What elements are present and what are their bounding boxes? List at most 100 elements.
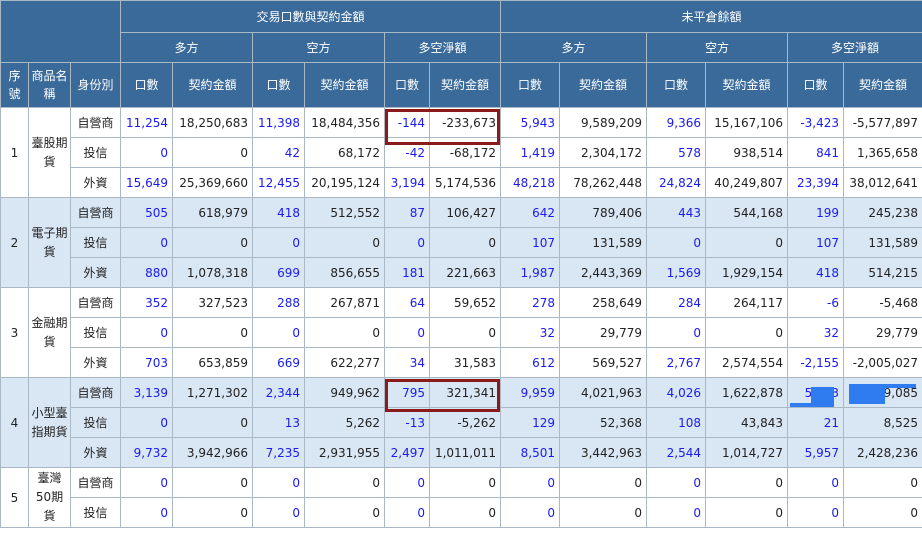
- cell-long-amount: 18,250,683: [172, 107, 253, 138]
- cell-short-contracts[interactable]: 288: [252, 287, 305, 318]
- cell-long-contracts[interactable]: 9,732: [120, 437, 173, 468]
- cell-net-contracts[interactable]: -42: [384, 137, 430, 168]
- cell-net-contracts[interactable]: 0: [384, 497, 430, 528]
- cell-oi-long-contracts[interactable]: 0: [500, 467, 561, 498]
- cell-oi-net-contracts[interactable]: 5,933: [787, 377, 845, 408]
- cell-oi-long-contracts[interactable]: 1,987: [500, 257, 561, 288]
- cell-long-contracts[interactable]: 0: [120, 317, 173, 348]
- cell-oi-short-contracts[interactable]: 0: [646, 467, 707, 498]
- cell-oi-short-contracts[interactable]: 578: [646, 137, 707, 168]
- cell-oi-long-contracts[interactable]: 278: [500, 287, 561, 318]
- cell-long-amount: 327,523: [172, 287, 253, 318]
- cell-oi-net-contracts[interactable]: 21: [787, 407, 845, 438]
- cell-oi-long-contracts[interactable]: 48,218: [500, 167, 561, 198]
- cell-oi-short-contracts[interactable]: 2,767: [646, 347, 707, 378]
- cell-oi-net-contracts[interactable]: 0: [787, 497, 845, 528]
- cell-short-contracts[interactable]: 0: [252, 497, 305, 528]
- cell-net-contracts[interactable]: -13: [384, 407, 430, 438]
- cell-oi-net-contracts[interactable]: 32: [787, 317, 845, 348]
- cell-short-contracts[interactable]: 0: [252, 467, 305, 498]
- cell-long-contracts[interactable]: 703: [120, 347, 173, 378]
- cell-long-contracts[interactable]: 352: [120, 287, 173, 318]
- cell-long-contracts[interactable]: 11,254: [120, 107, 173, 138]
- cell-short-contracts[interactable]: 2,344: [252, 377, 305, 408]
- cell-oi-long-contracts[interactable]: 1,419: [500, 137, 561, 168]
- cell-oi-net-contracts[interactable]: 199: [787, 197, 845, 228]
- cell-net-contracts[interactable]: -144: [384, 107, 430, 138]
- cell-long-contracts[interactable]: 0: [120, 497, 173, 528]
- cell-long-contracts[interactable]: 3,139: [120, 377, 173, 408]
- cell-short-contracts[interactable]: 11,398: [252, 107, 305, 138]
- cell-net-contracts[interactable]: 0: [384, 227, 430, 258]
- cell-oi-short-amount: 1,929,154: [705, 257, 789, 288]
- cell-oi-short-contracts[interactable]: 1,569: [646, 257, 707, 288]
- cell-net-contracts[interactable]: 2,497: [384, 437, 430, 468]
- cell-net-contracts[interactable]: 64: [384, 287, 430, 318]
- cell-short-contracts[interactable]: 699: [252, 257, 305, 288]
- cell-oi-short-contracts[interactable]: 2,544: [646, 437, 707, 468]
- cell-oi-short-contracts[interactable]: 9,366: [646, 107, 707, 138]
- cell-oi-net-contracts[interactable]: 5,957: [787, 437, 845, 468]
- cell-oi-long-contracts[interactable]: 32: [500, 317, 561, 348]
- cell-short-contracts[interactable]: 0: [252, 227, 305, 258]
- cell-oi-net-contracts[interactable]: 418: [787, 257, 845, 288]
- cell-oi-short-contracts[interactable]: 108: [646, 407, 707, 438]
- cell-oi-long-contracts[interactable]: 107: [500, 227, 561, 258]
- cell-long-contracts[interactable]: 15,649: [120, 167, 173, 198]
- cell-net-contracts[interactable]: 0: [384, 317, 430, 348]
- cell-oi-net-contracts[interactable]: 23,394: [787, 167, 845, 198]
- cell-oi-short-contracts[interactable]: 24,824: [646, 167, 707, 198]
- cell-oi-long-contracts[interactable]: 129: [500, 407, 561, 438]
- investor-role: 自營商: [70, 377, 121, 408]
- cell-oi-short-contracts[interactable]: 0: [646, 227, 707, 258]
- cell-long-contracts[interactable]: 0: [120, 467, 173, 498]
- cell-net-contracts[interactable]: 87: [384, 197, 430, 228]
- investor-role: 投信: [70, 317, 121, 348]
- cell-long-contracts[interactable]: 0: [120, 137, 173, 168]
- cell-short-contracts[interactable]: 0: [252, 317, 305, 348]
- cell-long-amount: 1,271,302: [172, 377, 253, 408]
- cell-short-contracts[interactable]: 13: [252, 407, 305, 438]
- header-contracts: 口數: [384, 62, 430, 108]
- cell-short-contracts[interactable]: 7,235: [252, 437, 305, 468]
- cell-oi-long-contracts[interactable]: 8,501: [500, 437, 561, 468]
- cell-oi-short-contracts[interactable]: 0: [646, 317, 707, 348]
- cell-oi-short-contracts[interactable]: 443: [646, 197, 707, 228]
- cell-long-contracts[interactable]: 0: [120, 407, 173, 438]
- cell-oi-net-contracts[interactable]: 0: [787, 467, 845, 498]
- cell-short-amount: 0: [304, 467, 385, 498]
- cell-oi-long-contracts[interactable]: 0: [500, 497, 561, 528]
- cell-oi-long-contracts[interactable]: 9,959: [500, 377, 561, 408]
- cell-short-contracts[interactable]: 12,455: [252, 167, 305, 198]
- cell-oi-short-contracts[interactable]: 0: [646, 497, 707, 528]
- cell-oi-long-contracts[interactable]: 642: [500, 197, 561, 228]
- cell-oi-short-contracts[interactable]: 284: [646, 287, 707, 318]
- cell-oi-short-contracts[interactable]: 4,026: [646, 377, 707, 408]
- cell-long-contracts[interactable]: 505: [120, 197, 173, 228]
- cell-net-contracts[interactable]: 0: [384, 467, 430, 498]
- cell-oi-short-amount: 1,622,878: [705, 377, 789, 408]
- cell-long-contracts[interactable]: 0: [120, 227, 173, 258]
- cell-short-contracts[interactable]: 669: [252, 347, 305, 378]
- cell-net-contracts[interactable]: 34: [384, 347, 430, 378]
- cell-oi-net-contracts[interactable]: -2,155: [787, 347, 845, 378]
- cell-oi-short-amount: 0: [705, 317, 789, 348]
- cell-oi-long-contracts[interactable]: 612: [500, 347, 561, 378]
- cell-oi-net-contracts[interactable]: -3,423: [787, 107, 845, 138]
- cell-oi-net-amount: 1,365,658: [843, 137, 922, 168]
- cell-short-contracts[interactable]: 418: [252, 197, 305, 228]
- cell-net-amount: 106,427: [428, 197, 502, 228]
- cell-net-amount: -233,673: [428, 107, 502, 138]
- cell-long-contracts[interactable]: 880: [120, 257, 173, 288]
- cell-short-contracts[interactable]: 42: [252, 137, 305, 168]
- cell-oi-net-contracts[interactable]: 841: [787, 137, 845, 168]
- cell-net-contracts[interactable]: 181: [384, 257, 430, 288]
- cell-long-amount: 0: [172, 317, 253, 348]
- cell-net-contracts[interactable]: 795: [384, 377, 430, 408]
- cell-oi-net-contracts[interactable]: 107: [787, 227, 845, 258]
- cell-net-contracts[interactable]: 3,194: [384, 167, 430, 198]
- header-contracts: 口數: [646, 62, 707, 108]
- cell-oi-long-contracts[interactable]: 5,943: [500, 107, 561, 138]
- cell-oi-long-amount: 131,589: [559, 227, 648, 258]
- cell-oi-net-contracts[interactable]: -6: [787, 287, 845, 318]
